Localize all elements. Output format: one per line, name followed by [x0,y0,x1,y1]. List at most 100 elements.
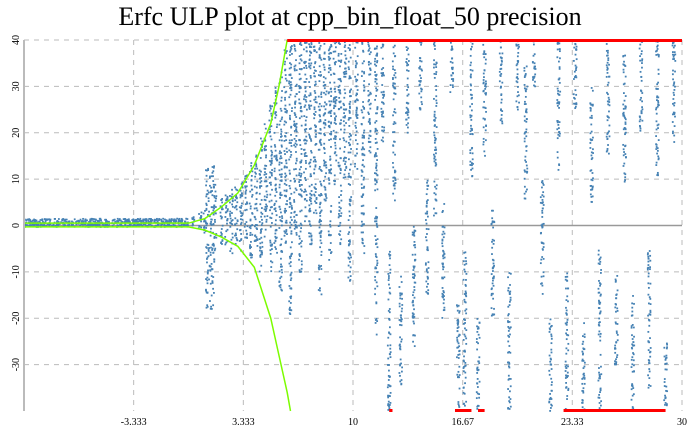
data-point [289,203,292,205]
data-point [260,143,263,146]
data-point [615,330,618,333]
data-point [606,67,609,70]
data-point [419,107,422,110]
data-point [539,201,542,204]
data-point [525,145,528,148]
data-point [320,96,323,98]
data-point [344,44,347,47]
data-point [575,76,578,79]
data-point [298,235,301,238]
data-point [293,45,296,48]
data-point [367,49,370,52]
data-point [315,51,318,54]
data-point [432,153,435,156]
data-point [388,353,391,355]
data-point [241,212,244,215]
data-point [308,58,311,61]
data-point [249,219,252,222]
data-point [263,198,266,201]
data-point [42,224,45,227]
data-point [434,146,437,149]
data-point [622,128,625,131]
data-point [343,128,346,131]
data-point [549,363,552,366]
data-point [308,235,311,238]
data-point [639,59,642,62]
data-point [298,271,301,273]
data-point [186,223,189,226]
data-point [360,205,363,208]
data-point [212,175,214,178]
data-point [303,139,306,142]
data-point [399,364,401,367]
data-point [134,224,137,227]
data-point [565,309,568,312]
data-point [299,144,302,146]
data-point [280,257,282,260]
data-point [456,309,459,312]
data-point [310,46,313,49]
data-point [210,221,212,223]
data-point [309,92,312,95]
data-point [314,129,317,132]
data-point [309,74,312,77]
data-point [259,247,262,250]
data-point [484,87,487,90]
data-point [458,349,461,352]
data-point [470,168,472,171]
data-point [657,139,660,142]
data-point [375,47,378,50]
data-point [313,66,315,69]
data-point [424,219,427,221]
data-point [631,385,634,388]
data-point [597,379,600,382]
data-point [550,383,553,386]
data-point [328,139,330,141]
data-point [319,223,322,226]
data-point [274,223,277,226]
data-point [249,205,252,208]
data-point [392,65,394,68]
data-point [304,87,307,90]
data-point [484,62,487,65]
data-point [89,218,92,221]
data-point [630,358,633,361]
data-point [285,184,288,186]
data-point [259,256,262,258]
data-point [376,52,379,55]
data-point [375,224,378,227]
data-point [470,84,472,87]
data-point [207,169,210,171]
data-point [509,390,511,393]
data-point [442,290,445,292]
data-point [205,174,208,177]
data-point [235,204,238,207]
data-point [394,199,396,202]
data-point [285,230,288,233]
data-point [318,232,321,235]
data-point [412,316,415,319]
data-point [362,84,365,87]
data-point [226,217,229,220]
data-point [229,201,231,204]
data-point [388,326,391,329]
data-point [399,324,401,326]
data-point [334,96,337,99]
data-point [209,251,212,254]
data-point [290,110,293,112]
data-point [349,183,352,186]
data-point [558,78,560,81]
data-point [442,266,445,269]
data-point [387,357,390,360]
data-point [318,278,321,281]
data-point [411,273,414,276]
data-point [309,200,312,203]
data-point [482,106,485,109]
data-point [598,279,600,282]
data-point [363,72,366,75]
data-point [673,89,676,91]
data-point [138,223,141,226]
data-point [129,224,132,227]
data-point [275,126,278,128]
data-point [399,319,402,322]
